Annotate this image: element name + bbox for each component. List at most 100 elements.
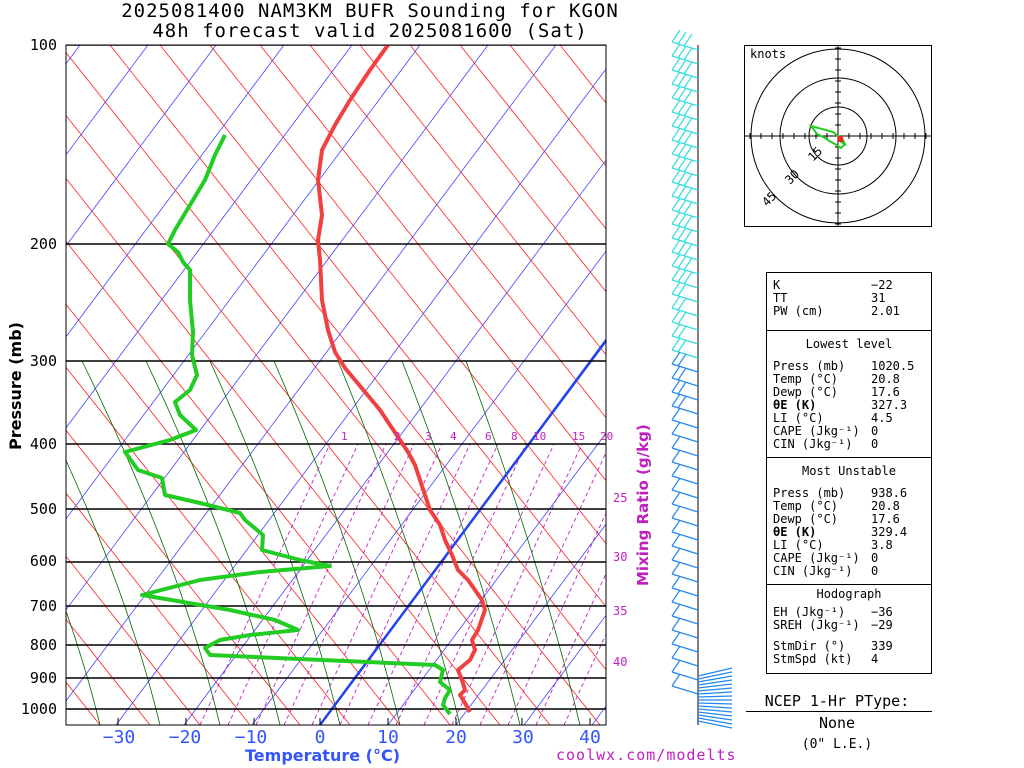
wind-barb [671,673,699,695]
dry-adiabats [66,45,606,725]
mu-temp-value: 20.8 [871,499,900,513]
tt-label: TT [773,291,788,305]
wind-barb [671,589,699,611]
mu-dewp-label: Dewp (°C) [773,512,839,526]
tt-value: 31 [871,291,886,305]
wind-barb [697,667,733,677]
hodograph-units: knots [750,47,787,61]
isotherm-line [66,45,285,338]
lowest-cin-label: CIN (Jkg⁻¹) [773,437,853,451]
mixing-ratio-line [367,443,499,725]
mu-press-value: 938.6 [871,486,908,500]
dry-adiabat-line [409,45,606,293]
temperature-profile [316,45,487,713]
wind-barb [671,127,699,149]
isotherm-line [66,45,217,247]
stmspd-value: 4 [871,652,879,666]
ptype-value: None [818,714,856,732]
y-axis-label: Pressure (mb) [6,322,25,450]
hodograph-plot [745,46,931,226]
isotherm-line [387,432,606,725]
moist-adiabat-line [465,360,581,725]
wind-barb [671,281,699,303]
wind-barb [671,477,699,499]
stats-panel: K −22 TT 31 PW (cm) 2.01 Lowest level Pr… [766,272,932,674]
isotherm-line [66,45,489,611]
wind-barb [671,323,699,345]
mix-label-2: 2 [394,430,401,443]
wind-barb [671,449,699,471]
stmspd-label: StmSpd (kt) [773,652,853,666]
wind-barb [671,561,699,583]
pw-value: 2.01 [871,304,900,318]
lowest-thetae-label: θE (K) [773,398,817,412]
ttick-40: 40 [579,727,601,748]
mix-label-20: 20 [600,430,614,443]
pressure-gridlines [66,45,606,710]
wind-barb [671,421,699,443]
wind-barb [697,714,733,721]
wind-barb [671,183,699,205]
lowest-li-value: 4.5 [871,411,893,425]
dry-adiabat-line [66,114,551,725]
dry-adiabat-line [459,45,606,230]
lowest-cape-value: 0 [871,424,879,438]
wind-barb [697,720,733,729]
isotherm-line [66,45,353,429]
wind-barb [697,691,733,695]
wind-barb [697,687,733,692]
ttick-m20: −20 [168,727,202,748]
dry-adiabat-line [66,555,201,725]
wind-barb [671,463,699,485]
dewpoint-profile [123,134,452,716]
wind-barb [671,295,699,317]
moist-adiabat-line [66,459,161,725]
wind-barb [697,675,733,683]
lowest-cin-value: 0 [871,437,879,451]
hodograph-stats-header: Hodograph [816,587,882,601]
wind-barb [671,197,699,219]
plot-frame [65,44,607,726]
wind-barb [671,519,699,541]
ptick-500: 500 [29,500,57,518]
most-unstable-header: Most Unstable [802,464,896,478]
moist-adiabat-line [401,360,521,725]
ptick-1000: 1000 [20,700,57,718]
stmdir-label: StmDir (°) [773,639,846,653]
lowest-li-label: LI (°C) [773,411,824,425]
lowest-press-label: Press (mb) [773,359,846,373]
stmdir-value: 339 [871,639,893,653]
mix-label-25: 25 [613,491,628,505]
wind-barb [671,29,699,51]
eh-value: −36 [871,605,893,619]
mu-cin-value: 0 [871,564,879,578]
mu-dewp-value: 17.6 [871,512,900,526]
mix-label-40: 40 [613,655,628,669]
wind-barb [671,631,699,653]
wind-barb [671,71,699,93]
wind-barb [671,379,699,401]
chart-subtitle: 48h forecast valid 2025081600 (Sat) [152,20,588,42]
moist-adiabat-line [209,360,341,725]
dry-adiabat-line [66,492,251,725]
lowest-press-value: 1020.5 [871,359,915,373]
zero-isotherm [318,338,606,725]
lowest-thetae-value: 327.3 [871,398,908,412]
dry-adiabat-line [209,45,606,545]
sreh-value: −29 [871,618,893,632]
moist-adiabats [66,360,581,725]
wind-barb [697,702,733,705]
mixing-ratio-label: Mixing Ratio (g/kg) [634,424,652,586]
isotherm-line [66,45,557,702]
lowest-dewp-label: Dewp (°C) [773,385,839,399]
isotherm-line [115,68,606,725]
wind-barb [671,169,699,191]
lowest-temp-value: 20.8 [871,372,900,386]
pw-label: PW (cm) [773,304,824,318]
dry-adiabat-line [509,45,606,167]
mu-cape-label: CAPE (Jkg⁻¹) [773,551,860,565]
ttick-m30: −30 [102,727,136,748]
mu-thetae-label: θE (K) [773,525,817,539]
mix-label-3: 3 [425,430,432,443]
